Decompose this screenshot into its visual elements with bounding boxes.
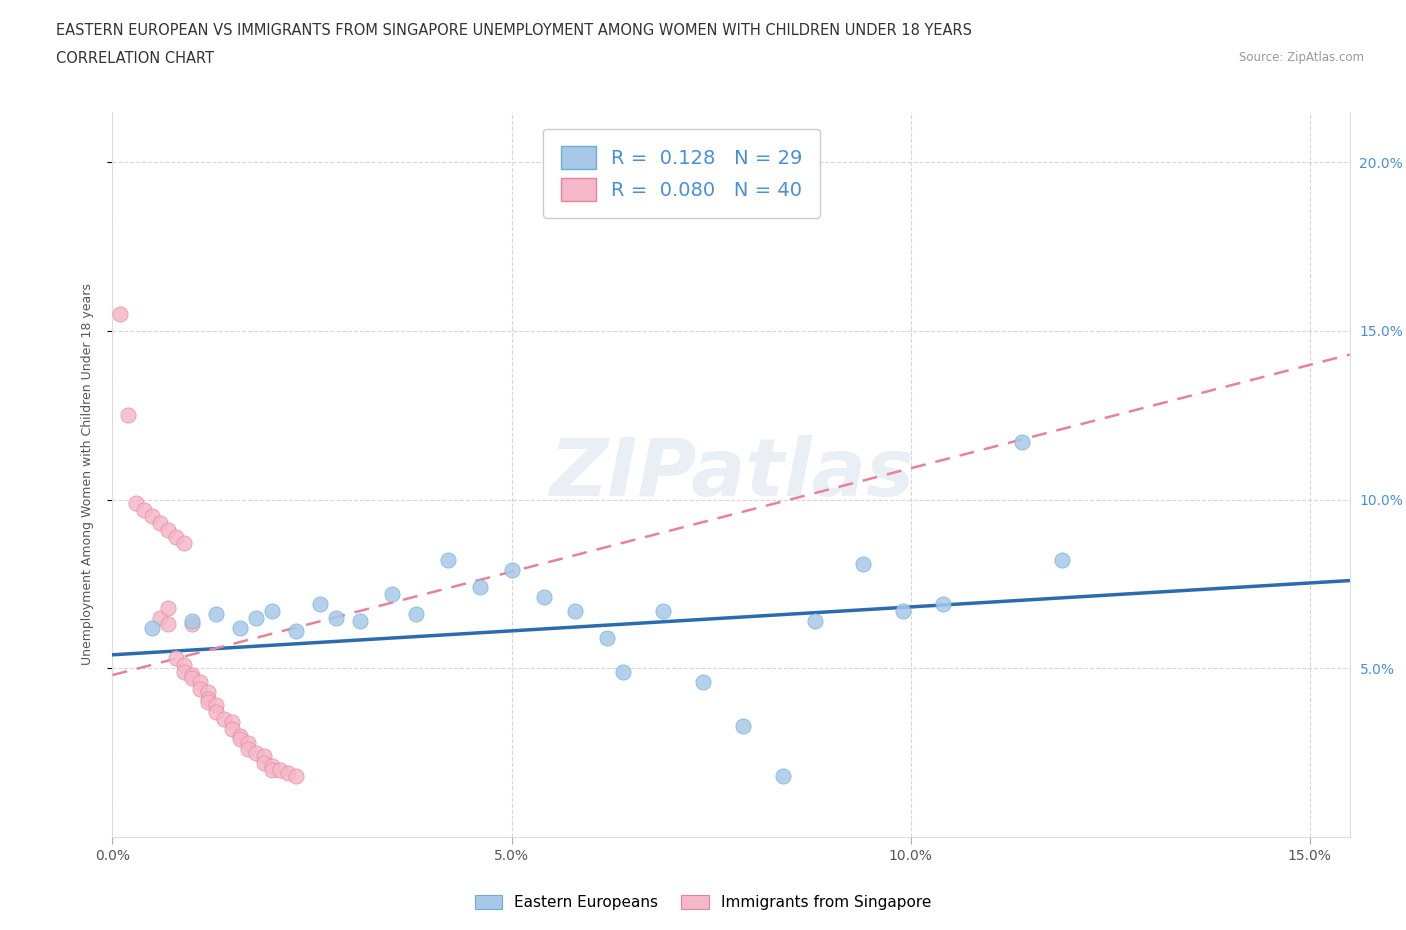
Point	[285, 769, 308, 784]
Point	[269, 762, 291, 777]
Point	[197, 684, 219, 699]
Point	[772, 769, 794, 784]
Point	[533, 590, 555, 604]
Point	[253, 749, 276, 764]
Point	[238, 735, 260, 750]
Y-axis label: Unemployment Among Women with Children Under 18 years: Unemployment Among Women with Children U…	[82, 284, 94, 665]
Point	[733, 718, 755, 733]
Point	[125, 496, 148, 511]
Text: ZIPatlas: ZIPatlas	[548, 435, 914, 513]
Point	[188, 674, 211, 689]
Point	[285, 624, 308, 639]
Point	[157, 600, 180, 615]
Point	[891, 604, 914, 618]
Point	[262, 762, 284, 777]
Point	[931, 597, 953, 612]
Point	[229, 620, 252, 635]
Point	[149, 516, 172, 531]
Point	[173, 664, 195, 679]
Point	[173, 536, 195, 551]
Point	[468, 580, 491, 595]
Point	[253, 755, 276, 770]
Point	[262, 604, 284, 618]
Point	[181, 617, 204, 631]
Point	[157, 617, 180, 631]
Point	[117, 408, 139, 423]
Point	[205, 705, 228, 720]
Point	[262, 759, 284, 774]
Point	[165, 529, 187, 544]
Point	[181, 671, 204, 685]
Point	[110, 307, 132, 322]
Point	[564, 604, 586, 618]
Point	[245, 610, 267, 625]
Point	[238, 742, 260, 757]
Point	[197, 691, 219, 706]
Point	[229, 732, 252, 747]
Point	[212, 711, 235, 726]
Point	[349, 614, 371, 629]
Point	[804, 614, 827, 629]
Point	[436, 553, 458, 568]
Point	[165, 651, 187, 666]
Point	[229, 728, 252, 743]
Point	[381, 587, 404, 602]
Point	[221, 715, 243, 730]
Point	[181, 614, 204, 629]
Point	[1011, 435, 1033, 450]
Point	[245, 745, 267, 760]
Legend: R =  0.128   N = 29, R =  0.080   N = 40: R = 0.128 N = 29, R = 0.080 N = 40	[543, 128, 820, 219]
Point	[501, 563, 523, 578]
Point	[181, 668, 204, 683]
Point	[221, 722, 243, 737]
Point	[157, 523, 180, 538]
Text: Source: ZipAtlas.com: Source: ZipAtlas.com	[1239, 51, 1364, 64]
Point	[141, 620, 163, 635]
Point	[612, 664, 634, 679]
Point	[692, 674, 714, 689]
Point	[596, 631, 619, 645]
Point	[325, 610, 347, 625]
Point	[1052, 553, 1074, 568]
Point	[205, 698, 228, 713]
Point	[405, 607, 427, 622]
Text: CORRELATION CHART: CORRELATION CHART	[56, 51, 214, 66]
Point	[197, 695, 219, 710]
Point	[852, 556, 875, 571]
Point	[188, 681, 211, 696]
Text: EASTERN EUROPEAN VS IMMIGRANTS FROM SINGAPORE UNEMPLOYMENT AMONG WOMEN WITH CHIL: EASTERN EUROPEAN VS IMMIGRANTS FROM SING…	[56, 23, 972, 38]
Point	[134, 502, 156, 517]
Point	[652, 604, 675, 618]
Point	[141, 509, 163, 524]
Point	[277, 765, 299, 780]
Point	[309, 597, 332, 612]
Point	[173, 658, 195, 672]
Point	[205, 607, 228, 622]
Legend: Eastern Europeans, Immigrants from Singapore: Eastern Europeans, Immigrants from Singa…	[467, 887, 939, 918]
Point	[149, 610, 172, 625]
